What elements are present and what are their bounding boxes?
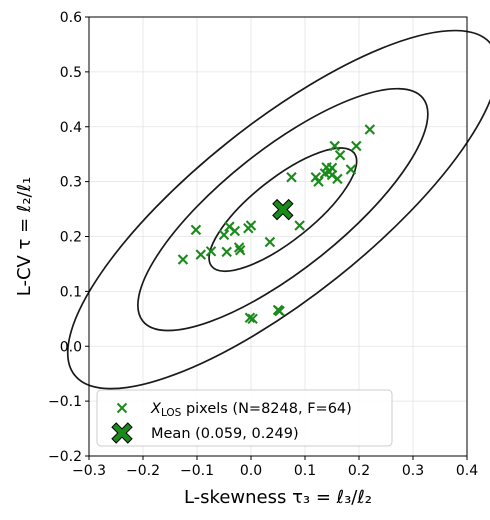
y-tick-label: 0.3: [60, 175, 82, 191]
scatter-point: [332, 173, 343, 185]
y-tick-label: 0.5: [60, 65, 82, 81]
x-tick-label: −0.1: [180, 463, 214, 479]
x-axis-ticks: −0.3 −0.2 −0.1 0.0 0.1 0.2 0.3 0.4: [72, 456, 478, 479]
y-tick-label: −0.2: [48, 449, 82, 465]
legend-label-main: X: [150, 401, 162, 417]
scatter-point: [329, 140, 340, 152]
scatter-point: [229, 225, 241, 237]
legend-entry-los-pixels: XLOS pixels (N=8248, F=64): [116, 401, 352, 419]
mean-marker: [272, 198, 294, 221]
contour-ellipse: [208, 147, 358, 273]
scatter-point: [234, 244, 246, 256]
scatter-points: [177, 124, 376, 325]
y-tick-label: 0.0: [60, 339, 82, 355]
scatter-point: [190, 224, 202, 236]
x-tick-label: 0.0: [240, 463, 262, 479]
scatter-point: [334, 150, 346, 161]
scatter-point: [205, 246, 217, 257]
legend-x-marker: [116, 402, 128, 414]
contour-ellipse: [137, 87, 429, 332]
contour-ellipses: [66, 29, 490, 390]
scatter-point: [345, 164, 357, 175]
y-tick-label: −0.1: [48, 394, 82, 410]
scatter-point: [264, 236, 276, 248]
y-axis-label: L-CV τ = ℓ₂/ℓ₁: [14, 177, 35, 297]
legend-mean-marker: [111, 422, 133, 444]
x-axis-label: L-skewness τ₃ = ℓ₃/ℓ₂: [184, 487, 372, 508]
legend: XLOS pixels (N=8248, F=64) Mean (0.059, …: [96, 389, 393, 447]
scatter-point: [244, 312, 256, 323]
y-tick-label: 0.1: [60, 284, 82, 300]
scatter-point: [286, 171, 297, 183]
legend-label-mean: Mean (0.059, 0.249): [151, 426, 299, 442]
scatter-point: [313, 176, 324, 187]
legend-label-los-pixels: XLOS pixels (N=8248, F=64): [150, 401, 352, 419]
scatter-point: [221, 246, 232, 258]
scatter-point: [177, 254, 189, 265]
scatter-point: [233, 242, 245, 253]
x-tick-label: 0.1: [294, 463, 316, 479]
scatter-point: [364, 124, 376, 135]
scatter-point: [326, 162, 338, 174]
legend-label-rest: pixels (N=8248, F=64): [181, 401, 351, 417]
x-tick-label: −0.2: [126, 463, 160, 479]
scatter-point: [195, 249, 207, 260]
scatter-point: [218, 229, 230, 241]
scatter-point: [351, 140, 362, 152]
y-axis-ticks: −0.2 −0.1 0.0 0.1 0.2 0.3 0.4 0.5 0.6: [48, 10, 89, 465]
contour-ellipse: [66, 29, 490, 390]
legend-label-subscript: LOS: [161, 407, 182, 419]
scatter-point: [247, 313, 258, 325]
y-tick-label: 0.2: [60, 230, 82, 246]
legend-entry-mean: Mean (0.059, 0.249): [111, 422, 299, 444]
scatter-point: [294, 220, 305, 231]
mean-marker-group: [272, 198, 294, 221]
scatter-point: [245, 220, 257, 231]
y-tick-label: 0.6: [60, 10, 82, 26]
scatter-point: [274, 305, 285, 317]
x-tick-label: −0.3: [72, 463, 106, 479]
x-tick-label: 0.4: [456, 463, 478, 479]
x-tick-label: 0.2: [348, 463, 370, 479]
x-tick-label: 0.3: [402, 463, 424, 479]
legend-box: [96, 389, 393, 447]
y-tick-label: 0.4: [60, 120, 82, 136]
